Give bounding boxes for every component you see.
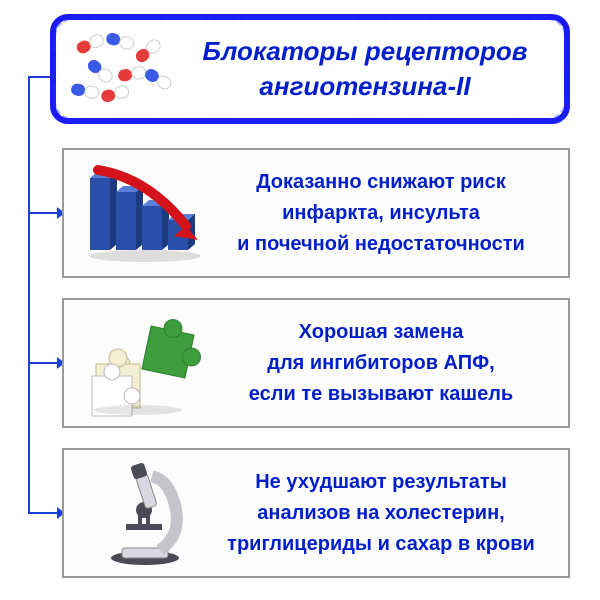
benefit-3-line-3: триглицериды и сахар в крови: [227, 533, 535, 555]
header-title-line2: ангиотензина-II: [259, 71, 470, 101]
benefit-box-2: Хорошая замена для ингибиторов АПФ, если…: [62, 298, 570, 428]
benefit-3-line-2: анализов на холестерин,: [257, 502, 504, 524]
benefit-2-line-1: Хорошая замена: [299, 321, 464, 343]
benefit-text-3: Не ухудшают результаты анализов на холес…: [212, 467, 550, 560]
microscope-icon: [78, 458, 212, 568]
header-title: Блокаторы рецепторов ангиотензина-II: [180, 34, 550, 104]
benefit-2-line-2: для ингибиторов АПФ,: [267, 352, 495, 374]
connector-header-stub: [28, 76, 50, 78]
benefit-box-1: Доказанно снижают риск инфаркта, инсульт…: [62, 148, 570, 278]
header-box: Блокаторы рецепторов ангиотензина-II: [50, 14, 570, 124]
benefit-text-1: Доказанно снижают риск инфаркта, инсульт…: [212, 167, 550, 260]
puzzle-icon: [78, 308, 212, 418]
benefit-3-line-1: Не ухудшают результаты: [255, 471, 507, 493]
benefit-text-2: Хорошая замена для ингибиторов АПФ, если…: [212, 317, 550, 410]
pills-icon: [70, 29, 180, 109]
benefit-box-3: Не ухудшают результаты анализов на холес…: [62, 448, 570, 578]
benefit-1-line-2: инфаркта, инсульта: [282, 202, 480, 224]
benefit-2-line-3: если те вызывают кашель: [249, 383, 513, 405]
benefit-1-line-3: и почечной недостаточности: [237, 233, 525, 255]
bar-chart-down-icon: [78, 158, 212, 268]
header-title-line1: Блокаторы рецепторов: [203, 36, 528, 66]
benefit-1-line-1: Доказанно снижают риск: [256, 171, 505, 193]
connector-trunk: [28, 76, 30, 512]
